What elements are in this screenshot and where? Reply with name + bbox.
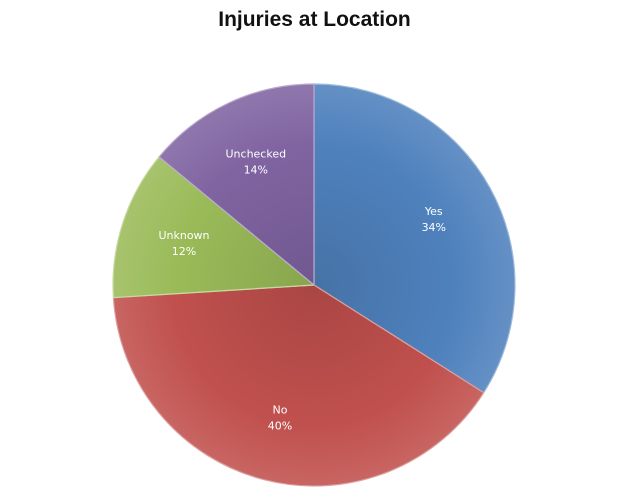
slice-value-no: 40%: [268, 419, 292, 432]
slice-unknown: [112, 156, 315, 299]
slice-label-yes: Yes: [424, 205, 443, 218]
slice-label-no: No: [273, 403, 288, 416]
slice-value-unchecked: 14%: [244, 163, 268, 176]
slice-value-yes: 34%: [422, 221, 446, 234]
slice-no: [112, 284, 485, 487]
slice-label-unknown: Unknown: [158, 229, 209, 242]
slice-unchecked: [158, 83, 315, 286]
slices-group: [112, 83, 516, 487]
slice-yes: [313, 83, 516, 394]
labels-group: Yes 34% No 40% Unknown 12% Unchecked 14%: [158, 147, 446, 432]
slice-label-unchecked: Unchecked: [226, 147, 287, 160]
slice-value-unknown: 12%: [172, 245, 196, 258]
chart-title: Injuries at Location: [218, 8, 411, 31]
